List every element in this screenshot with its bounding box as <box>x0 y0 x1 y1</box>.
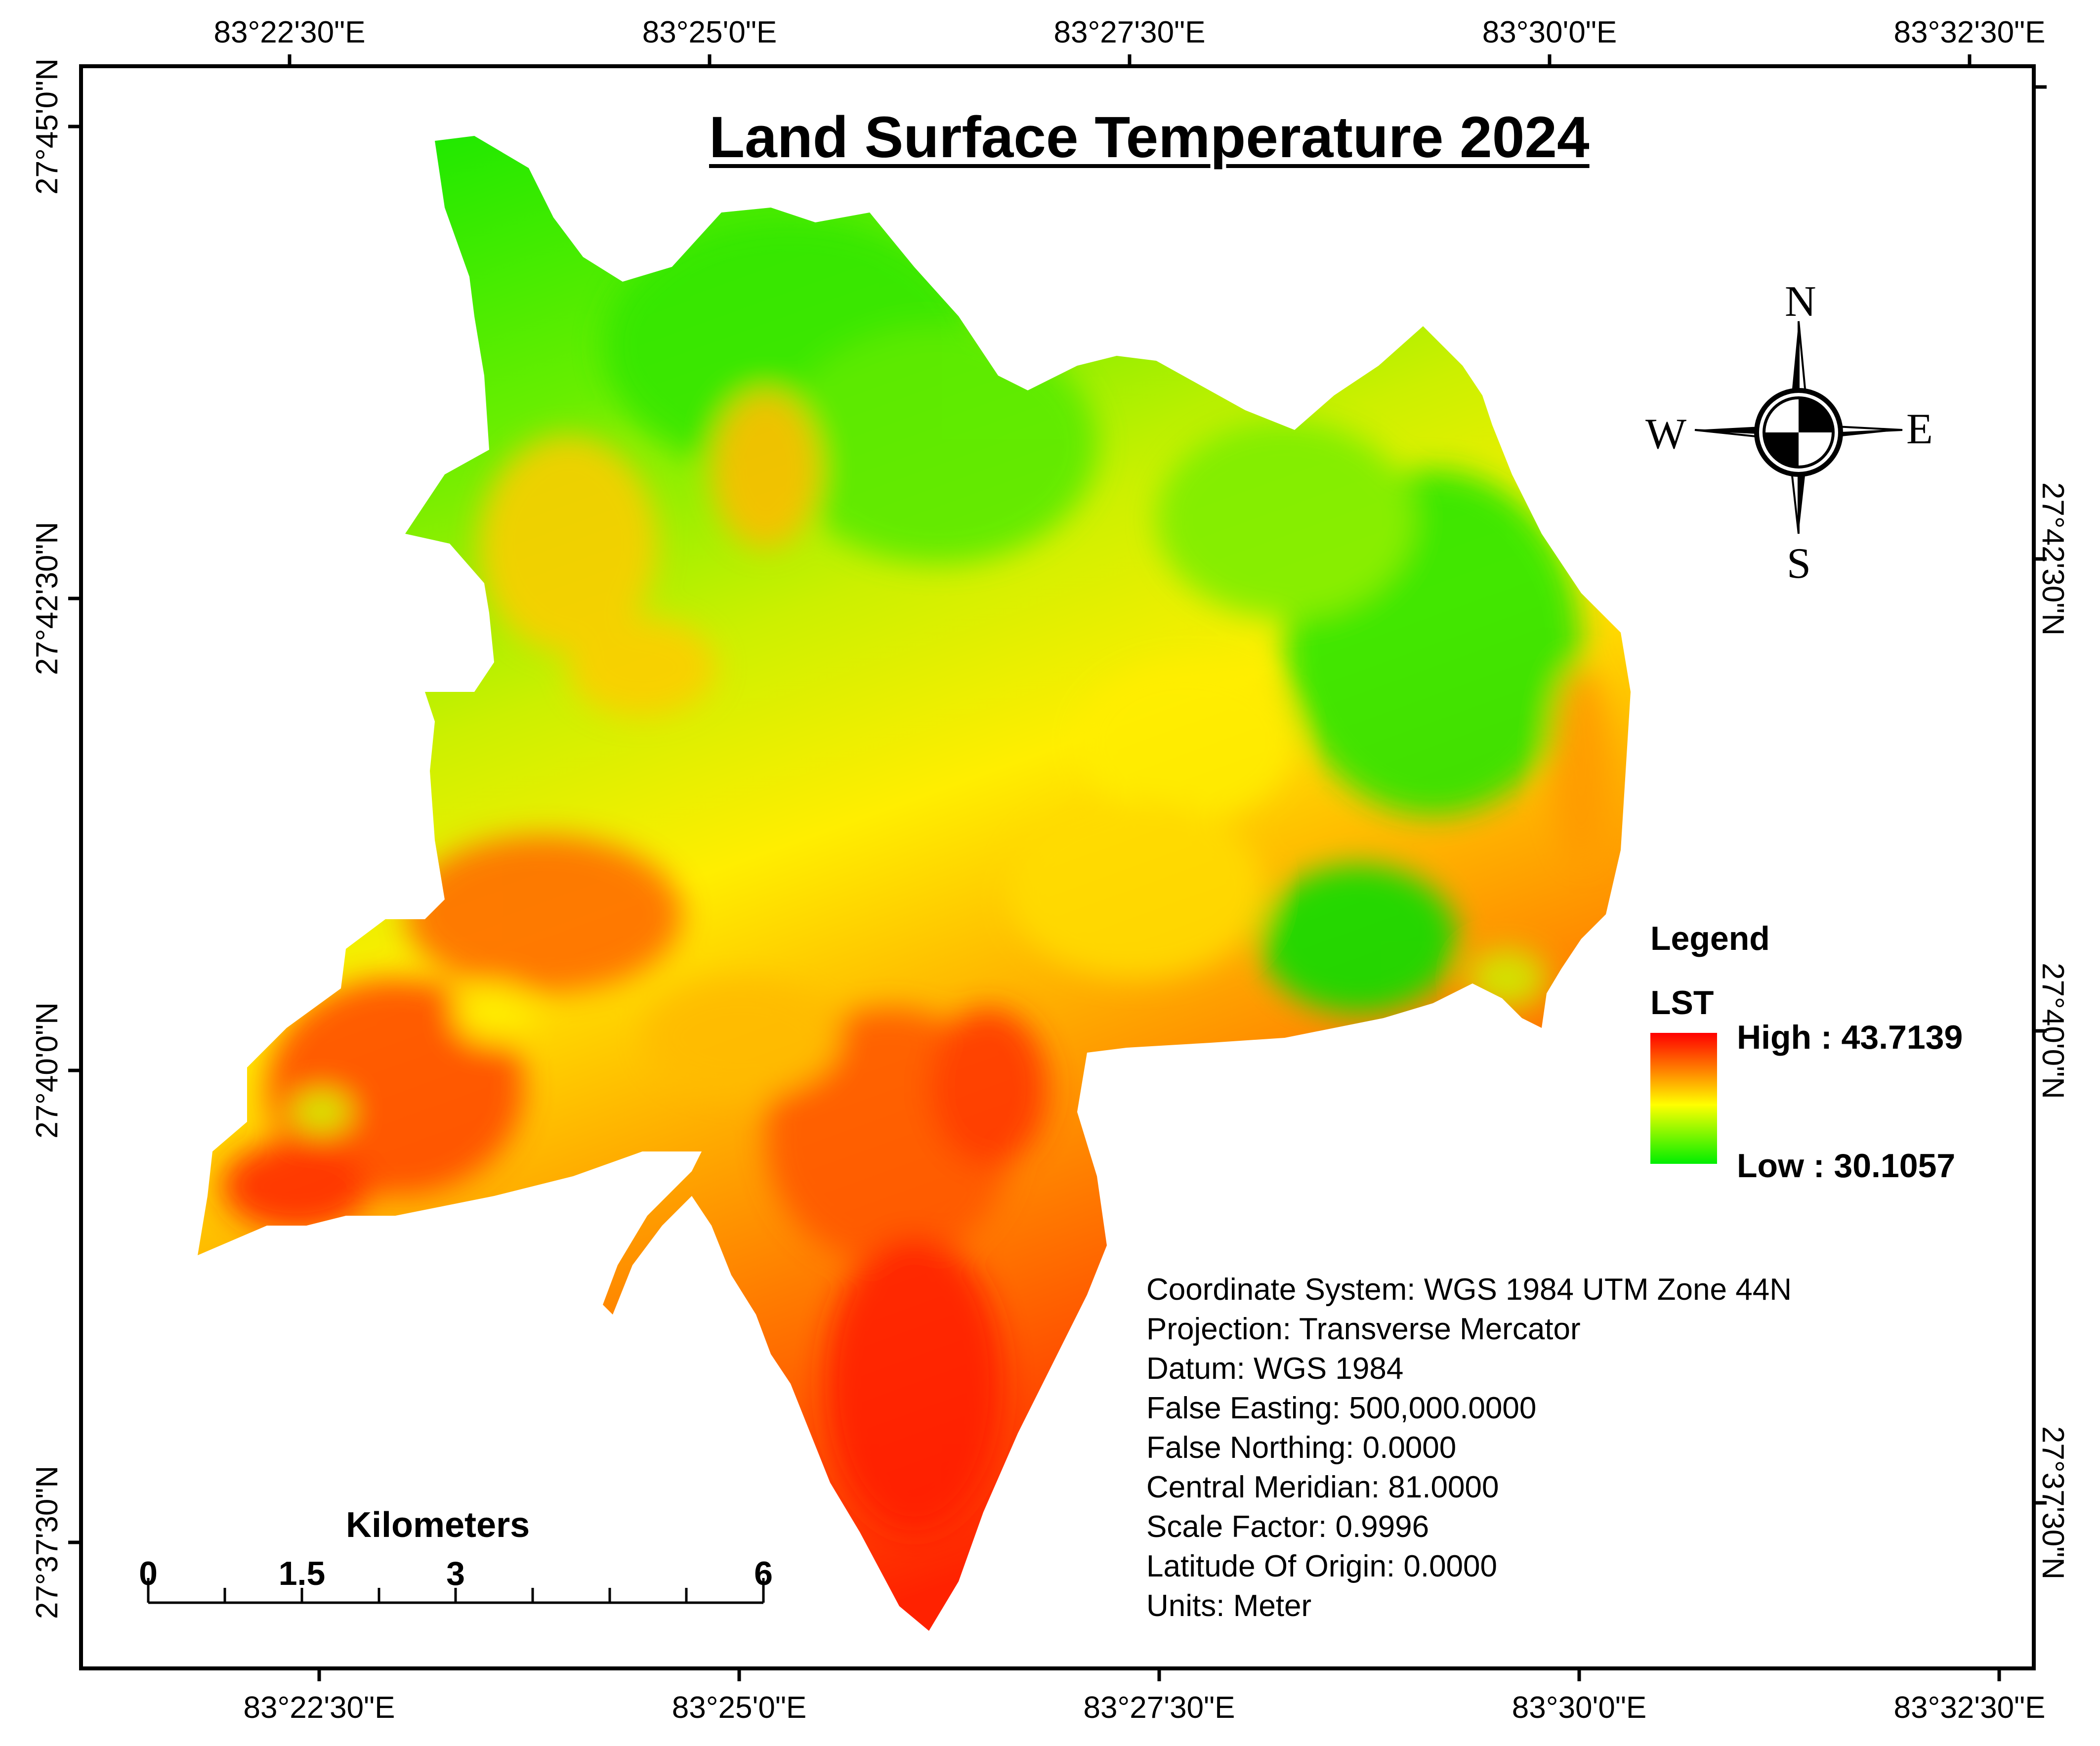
lon-label-bottom-1: 83°22'30"E <box>243 1691 395 1725</box>
lat-label-left-3: 27°40'0"N <box>30 1002 64 1139</box>
projection-info-line: Units: Meter <box>1146 1589 1312 1623</box>
projection-info-line: Projection: Transverse Mercator <box>1146 1312 1581 1346</box>
scale-bar-label: 6 <box>754 1555 773 1592</box>
projection-info-line: Coordinate System: WGS 1984 UTM Zone 44N <box>1146 1273 1792 1307</box>
compass-rose-icon <box>1694 321 1903 534</box>
map-frame <box>79 64 2036 1670</box>
lon-label-top-1: 83°22'30"E <box>213 15 366 49</box>
compass-west-label: W <box>1645 410 1687 458</box>
lat-label-left-1: 27°45'0"N <box>30 58 64 195</box>
projection-info-line: False Northing: 0.0000 <box>1146 1431 1457 1465</box>
lon-label-top-2: 83°25'0"E <box>642 15 777 49</box>
lon-label-bottom-3: 83°27'30"E <box>1083 1691 1235 1725</box>
projection-info-line: Scale Factor: 0.9996 <box>1146 1510 1429 1544</box>
lon-label-top-5: 83°32'30"E <box>1893 15 2046 49</box>
lon-label-bottom-5: 83°32'30"E <box>1893 1691 2046 1725</box>
lat-label-right-3: 27°37'30"N <box>2036 1426 2070 1580</box>
legend-high-label: High : 43.7139 <box>1737 1019 1963 1056</box>
compass-north-label: N <box>1785 278 1816 326</box>
north-arrow: N S E W <box>1640 277 1957 593</box>
legend-low-label: Low : 30.1057 <box>1737 1147 1956 1185</box>
legend-heading: Legend <box>1650 920 1770 957</box>
projection-info-line: False Easting: 500,000.0000 <box>1146 1391 1537 1425</box>
legend-color-ramp <box>1650 1033 1717 1164</box>
projection-info-line: Central Meridian: 81.0000 <box>1146 1470 1499 1504</box>
lat-label-left-2: 27°42'30"N <box>30 521 64 676</box>
map-title: Land Surface Temperature 2024 <box>709 105 1590 170</box>
projection-info-line: Datum: WGS 1984 <box>1146 1352 1404 1386</box>
scale-bar-label: 0 <box>139 1555 158 1592</box>
compass-east-label: E <box>1906 405 1933 453</box>
lon-label-bottom-2: 83°25'0"E <box>672 1691 807 1725</box>
lat-label-right-1: 27°42'30"N <box>2036 482 2070 636</box>
lat-label-right-2: 27°40'0"N <box>2036 963 2070 1099</box>
scale-bar-label: 3 <box>446 1555 465 1592</box>
compass-south-label: S <box>1787 540 1811 588</box>
lon-label-bottom-4: 83°30'0"E <box>1512 1691 1647 1725</box>
scale-bar-label: 1.5 <box>278 1555 326 1592</box>
legend-layer-name: LST <box>1650 984 1714 1022</box>
lat-label-left-4: 27°37'30"N <box>30 1465 64 1619</box>
graticule-ticks <box>68 54 2047 1681</box>
lon-label-top-3: 83°27'30"E <box>1053 15 1206 49</box>
projection-info-line: Latitude Of Origin: 0.0000 <box>1146 1549 1498 1583</box>
scale-bar-title: Kilometers <box>346 1505 530 1545</box>
projection-info: Coordinate System: WGS 1984 UTM Zone 44N… <box>1146 1270 1792 1626</box>
lon-label-top-4: 83°30'0"E <box>1482 15 1617 49</box>
scale-bar-graphic <box>147 1578 765 1604</box>
